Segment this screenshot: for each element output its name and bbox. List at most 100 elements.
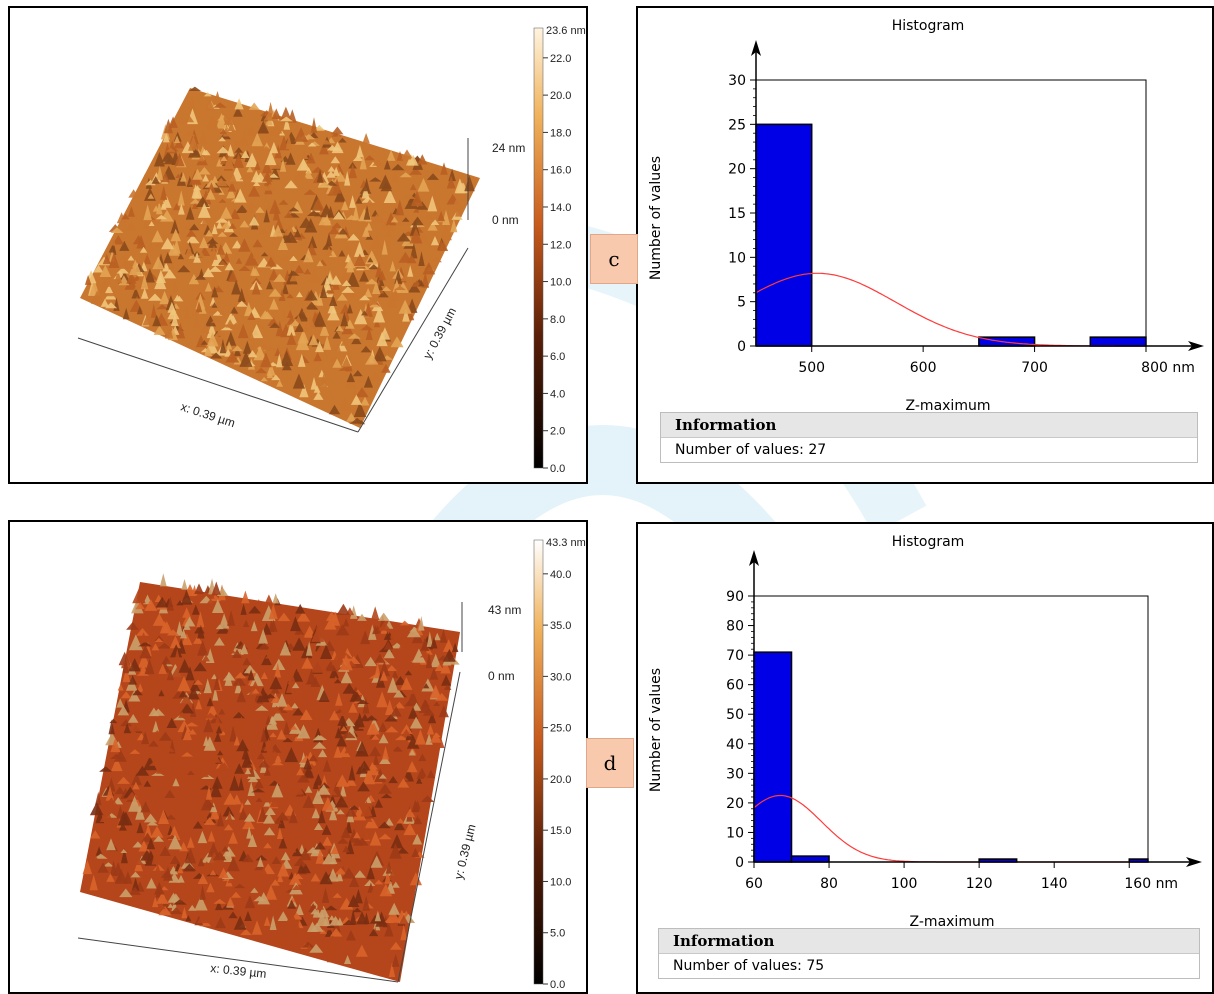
number-of-values: Number of values: 75 bbox=[673, 958, 825, 974]
x-axis-arrow bbox=[1188, 341, 1204, 351]
histogram-bar-0 bbox=[753, 651, 793, 863]
y-tick-label: 20 bbox=[726, 796, 744, 812]
colorbar-tick-label: 14.0 bbox=[550, 202, 571, 214]
colorbar-tick-label: 35.0 bbox=[550, 620, 571, 632]
plot-frame bbox=[753, 595, 1149, 863]
x-tick-label: 700 bbox=[1021, 360, 1048, 376]
x-axis-label: Z-maximum bbox=[910, 914, 995, 930]
y-tick-label: 15 bbox=[728, 206, 746, 222]
y-tick-label: 90 bbox=[726, 589, 744, 605]
colorbar-ticks: 22.0 20.0 18.0 16.0 14.0 12.0 10.0 8.0 6.0 4.0 2.0… bbox=[543, 53, 571, 475]
colorbar-tick-label: 5.0 bbox=[550, 928, 565, 940]
histogram-panel-d: Histogram Number of values Z-maximum 0 10… bbox=[636, 522, 1214, 994]
colorbar-ticks: 40.0 35.0 30.0 25.0 20.0 15.0 10.0 5.0 0.0 bbox=[543, 569, 571, 991]
z-top-label: 43 nm bbox=[488, 603, 521, 617]
afm-3d-surface-d: x: 0.39 µm y: 0.39 µm 43 nm 0 nm 43.3 nm… bbox=[77, 537, 586, 991]
afm-panel-d: x: 0.39 µm y: 0.39 µm 43 nm 0 nm 43.3 nm… bbox=[8, 520, 588, 994]
information-header: Information bbox=[661, 413, 1197, 438]
x-tick-label: 60 bbox=[745, 876, 763, 892]
colorbar-tick-label: 22.0 bbox=[550, 53, 571, 65]
y-axis-line bbox=[397, 671, 461, 983]
y-tick-label: 50 bbox=[726, 707, 744, 723]
afm-panel-c: x: 0.39 µm y: 0.39 µm 24 nm 0 nm 23.6 nm… bbox=[8, 6, 588, 484]
colorbar-tick-label: 8.0 bbox=[550, 314, 565, 326]
colorbar-tick-label: 15.0 bbox=[550, 825, 571, 837]
colorbar-max-label: 23.6 nm bbox=[546, 25, 586, 37]
colorbar-tick-label: 6.0 bbox=[550, 351, 565, 363]
x-tick-label: 500 bbox=[798, 360, 825, 376]
histogram-bar-0 bbox=[755, 123, 813, 347]
information-header: Information bbox=[659, 929, 1199, 954]
x-tick-label: 120 bbox=[966, 876, 993, 892]
colorbar-tick-label: 20.0 bbox=[550, 90, 571, 102]
afm-surface bbox=[80, 86, 480, 428]
y-axis-arrow bbox=[751, 40, 761, 56]
y-axis-label: y: 0.39 µm bbox=[451, 823, 478, 881]
x-tick-label: 100 bbox=[891, 876, 918, 892]
y-axis-arrow bbox=[749, 550, 759, 566]
colorbar-tick-label: 10.0 bbox=[550, 277, 571, 289]
colorbar-tick-label: 4.0 bbox=[550, 388, 565, 400]
panel-tag-d: d bbox=[586, 738, 634, 788]
fit-curve bbox=[755, 272, 1146, 347]
x-tick-label: 140 bbox=[1041, 876, 1068, 892]
chart-title: Histogram bbox=[892, 534, 965, 550]
x-axis-label: Z-maximum bbox=[906, 398, 991, 414]
y-tick-label: 40 bbox=[726, 737, 744, 753]
histogram-chart-d: Histogram Number of values Z-maximum 0 10… bbox=[648, 534, 1202, 930]
colorbar bbox=[533, 27, 544, 469]
y-axis-line bbox=[357, 247, 469, 433]
histogram-bar-1 bbox=[790, 855, 830, 863]
y-axis-label: y: 0.39 µm bbox=[420, 305, 459, 361]
chart-title: Histogram bbox=[892, 18, 965, 34]
y-axis-label: Number of values bbox=[648, 156, 664, 280]
colorbar-tick-label: 25.0 bbox=[550, 723, 571, 735]
afm-3d-surface-c: x: 0.39 µm y: 0.39 µm 24 nm 0 nm 23.6 nm… bbox=[77, 25, 586, 475]
colorbar-max-label: 43.3 nm bbox=[546, 537, 586, 549]
x-tick-label: 160 nm bbox=[1124, 876, 1178, 892]
colorbar-tick-label: 2.0 bbox=[550, 426, 565, 438]
x-axis-label: x: 0.39 µm bbox=[179, 400, 237, 431]
colorbar-tick-label: 10.0 bbox=[550, 876, 571, 888]
fit-curve bbox=[753, 794, 1148, 863]
y-axis-label: Number of values bbox=[648, 668, 664, 792]
y-tick-label: 10 bbox=[726, 825, 744, 841]
x-axis-label: x: 0.39 µm bbox=[210, 961, 267, 981]
histogram-bar-2 bbox=[1089, 336, 1147, 347]
y-tick-label: 5 bbox=[737, 295, 746, 311]
colorbar bbox=[533, 539, 544, 985]
number-of-values: Number of values: 27 bbox=[675, 442, 827, 458]
histogram-panel-c: Histogram Number of values Z-maximum 0 5 1… bbox=[636, 6, 1214, 484]
colorbar-tick-label: 20.0 bbox=[550, 774, 571, 786]
afm-surface bbox=[80, 573, 460, 982]
x-axis-line bbox=[77, 337, 359, 433]
colorbar-tick-label: 18.0 bbox=[550, 127, 571, 139]
information-box: Information Number of values: 75 bbox=[658, 928, 1200, 979]
colorbar-tick-label: 12.0 bbox=[550, 239, 571, 251]
x-tick-label: 600 bbox=[910, 360, 937, 376]
x-axis-arrow bbox=[1186, 857, 1202, 867]
colorbar-tick-label: 40.0 bbox=[550, 569, 571, 581]
x-tick-label: 800 nm bbox=[1141, 360, 1195, 376]
colorbar-tick-label: 16.0 bbox=[550, 165, 571, 177]
histogram-bar-1 bbox=[978, 336, 1036, 347]
y-tick-label: 0 bbox=[737, 339, 746, 355]
x-axis-line bbox=[77, 937, 399, 983]
colorbar-tick-label: 0.0 bbox=[550, 463, 565, 475]
z-top-label: 24 nm bbox=[492, 141, 525, 155]
histogram-chart-c: Histogram Number of values Z-maximum 0 5 1… bbox=[648, 18, 1204, 414]
surface-base bbox=[80, 88, 480, 428]
y-tick-label: 30 bbox=[728, 73, 746, 89]
y-tick-label: 30 bbox=[726, 766, 744, 782]
y-tick-label: 60 bbox=[726, 678, 744, 694]
x-tick-label: 80 bbox=[820, 876, 838, 892]
panel-tag-c: c bbox=[590, 234, 638, 284]
z-bottom-label: 0 nm bbox=[492, 213, 519, 227]
y-tick-label: 20 bbox=[728, 162, 746, 178]
y-tick-label: 80 bbox=[726, 619, 744, 635]
colorbar-tick-label: 30.0 bbox=[550, 671, 571, 683]
y-tick-label: 10 bbox=[728, 250, 746, 266]
y-tick-label: 25 bbox=[728, 117, 746, 133]
y-tick-label: 70 bbox=[726, 648, 744, 664]
plot-frame bbox=[755, 79, 1147, 347]
